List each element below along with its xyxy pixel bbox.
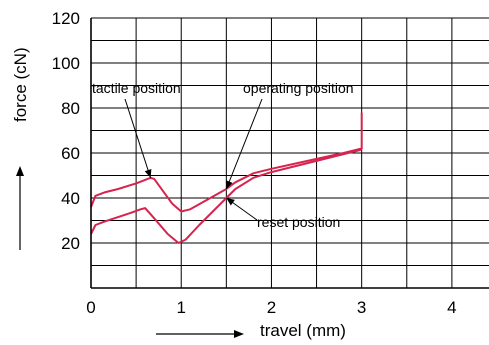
y-axis-arrow: [16, 166, 24, 250]
x-tick-label: 2: [267, 298, 276, 317]
chart-axes: [90, 18, 489, 289]
x-tick-label: 0: [86, 298, 95, 317]
x-axis-arrow: [156, 330, 244, 338]
x-axis-label: travel (mm): [260, 321, 346, 340]
chart-annotations: tactile position operating position reset …: [92, 80, 354, 230]
series-line-1: [90, 112, 363, 213]
y-axis-label: force (cN): [11, 47, 30, 122]
annotation-arrowhead: [226, 180, 233, 189]
y-tick-label: 20: [61, 234, 80, 253]
annotation-label: tactile position: [92, 80, 181, 96]
x-tick-labels: 0 1 2 3 4: [86, 298, 456, 317]
series-line-2: [90, 148, 362, 244]
y-tick-label: 60: [61, 144, 80, 163]
annotation-leader: [124, 98, 152, 178]
annotation-arrowhead: [226, 198, 235, 206]
y-tick-labels: 20 40 60 80 100 120: [52, 9, 80, 253]
x-tick-label: 4: [447, 298, 456, 317]
annotation-leader: [225, 98, 263, 190]
y-tick-label: 80: [61, 99, 80, 118]
y-tick-label: 100: [52, 54, 80, 73]
x-tick-label: 1: [176, 298, 185, 317]
chart-grid: [91, 17, 489, 288]
force-curves: [90, 112, 363, 244]
annotation-label: reset position: [257, 214, 340, 230]
x-tick-label: 3: [357, 298, 366, 317]
y-tick-label: 40: [61, 189, 80, 208]
annotation-arrowhead: [144, 169, 152, 178]
y-tick-label: 120: [52, 9, 80, 28]
annotation-label: operating position: [243, 80, 354, 96]
